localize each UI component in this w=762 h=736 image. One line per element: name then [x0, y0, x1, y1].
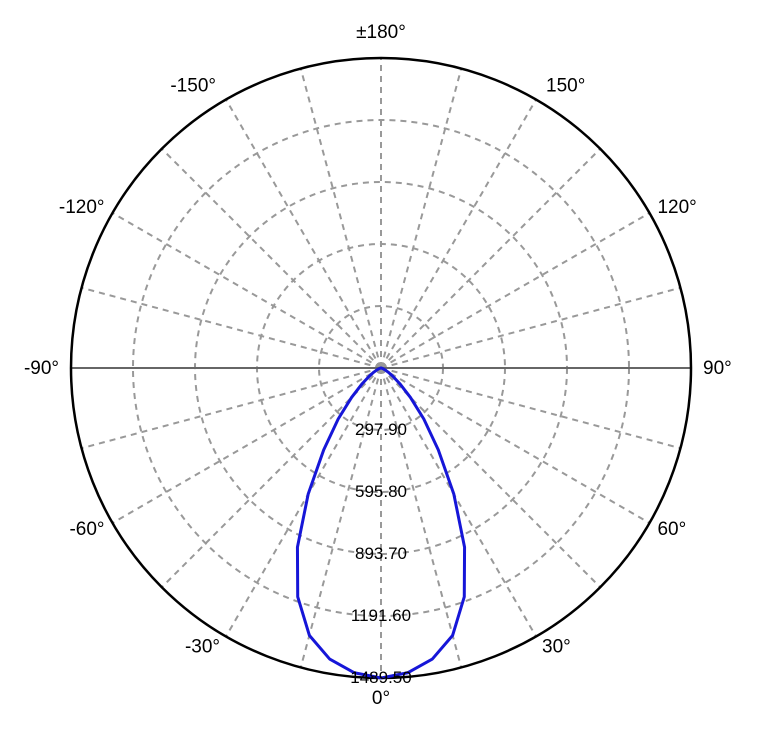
polar-svg: ±180° 150° 120° 90° 60° 30° 0° -30° -60° -90° -120…	[0, 0, 762, 736]
radial-value-label: 595.80	[355, 482, 407, 501]
radial-grid-line	[113, 213, 381, 368]
radial-grid-line	[381, 149, 600, 368]
radial-grid-line	[82, 368, 381, 448]
angle-label: -60°	[69, 519, 104, 540]
radial-value-label: 893.70	[355, 544, 407, 563]
angle-label: -150°	[170, 76, 216, 97]
radial-grid-line	[381, 368, 649, 523]
radial-value-label: 297.90	[355, 420, 407, 439]
radial-grid-line	[381, 368, 680, 448]
radial-value-label: 1191.60	[351, 606, 411, 625]
radial-grid-line	[301, 69, 381, 368]
polar-chart: ±180° 150° 120° 90° 60° 30° 0° -30° -60° -90° -120…	[0, 0, 762, 736]
radial-grid-line	[381, 69, 461, 368]
radial-value-label: 1489.50	[350, 668, 411, 687]
radial-grid-line	[226, 100, 381, 368]
angle-label: 0°	[372, 688, 390, 709]
angle-label: -90°	[24, 358, 59, 379]
angle-label: 120°	[657, 197, 696, 218]
angle-label: 60°	[657, 519, 686, 540]
radial-grid-line	[381, 368, 536, 636]
radial-grid-line	[381, 100, 536, 368]
radial-grid-line	[226, 368, 381, 636]
angle-label: -30°	[185, 636, 220, 657]
radial-grid-line	[381, 288, 680, 368]
angle-label: 30°	[542, 636, 571, 657]
angle-label: 150°	[546, 76, 585, 97]
radial-grid-line	[162, 149, 381, 368]
angle-label: 90°	[703, 358, 732, 379]
radial-grid-line	[381, 213, 649, 368]
angle-label: -120°	[59, 197, 105, 218]
angle-label: ±180°	[356, 22, 406, 43]
radial-grid-line	[82, 288, 381, 368]
radial-grid-line	[113, 368, 381, 523]
